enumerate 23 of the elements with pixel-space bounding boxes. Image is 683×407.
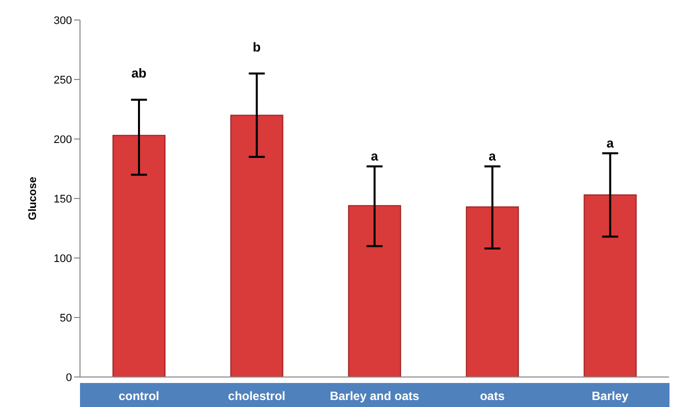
annotation: a bbox=[488, 148, 497, 164]
y-tick-label: 250 bbox=[54, 74, 72, 86]
x-tick-label: cholestrol bbox=[228, 389, 286, 403]
y-axis-title: Glucose bbox=[26, 176, 39, 220]
bar bbox=[230, 114, 284, 377]
y-tick-label: 300 bbox=[54, 14, 72, 27]
bar bbox=[466, 206, 519, 377]
annotation: a bbox=[606, 135, 614, 150]
y-tick-label: 0 bbox=[66, 372, 72, 384]
bar bbox=[112, 134, 166, 377]
bar bbox=[348, 205, 402, 377]
annotation: a bbox=[370, 148, 379, 164]
x-tick-label: control bbox=[118, 389, 160, 403]
y-tick-label: 200 bbox=[54, 134, 72, 146]
x-tick-label: Barley and oats bbox=[330, 389, 420, 403]
y-tick-label: 150 bbox=[54, 193, 72, 206]
annotation: b bbox=[252, 40, 261, 55]
x-tick-label: Barley bbox=[592, 389, 629, 403]
y-tick-label: 50 bbox=[60, 312, 72, 324]
y-tick-label: 100 bbox=[54, 252, 72, 265]
x-tick-label: oats bbox=[480, 389, 505, 403]
bar bbox=[584, 194, 637, 377]
annotation: ab bbox=[131, 66, 147, 81]
